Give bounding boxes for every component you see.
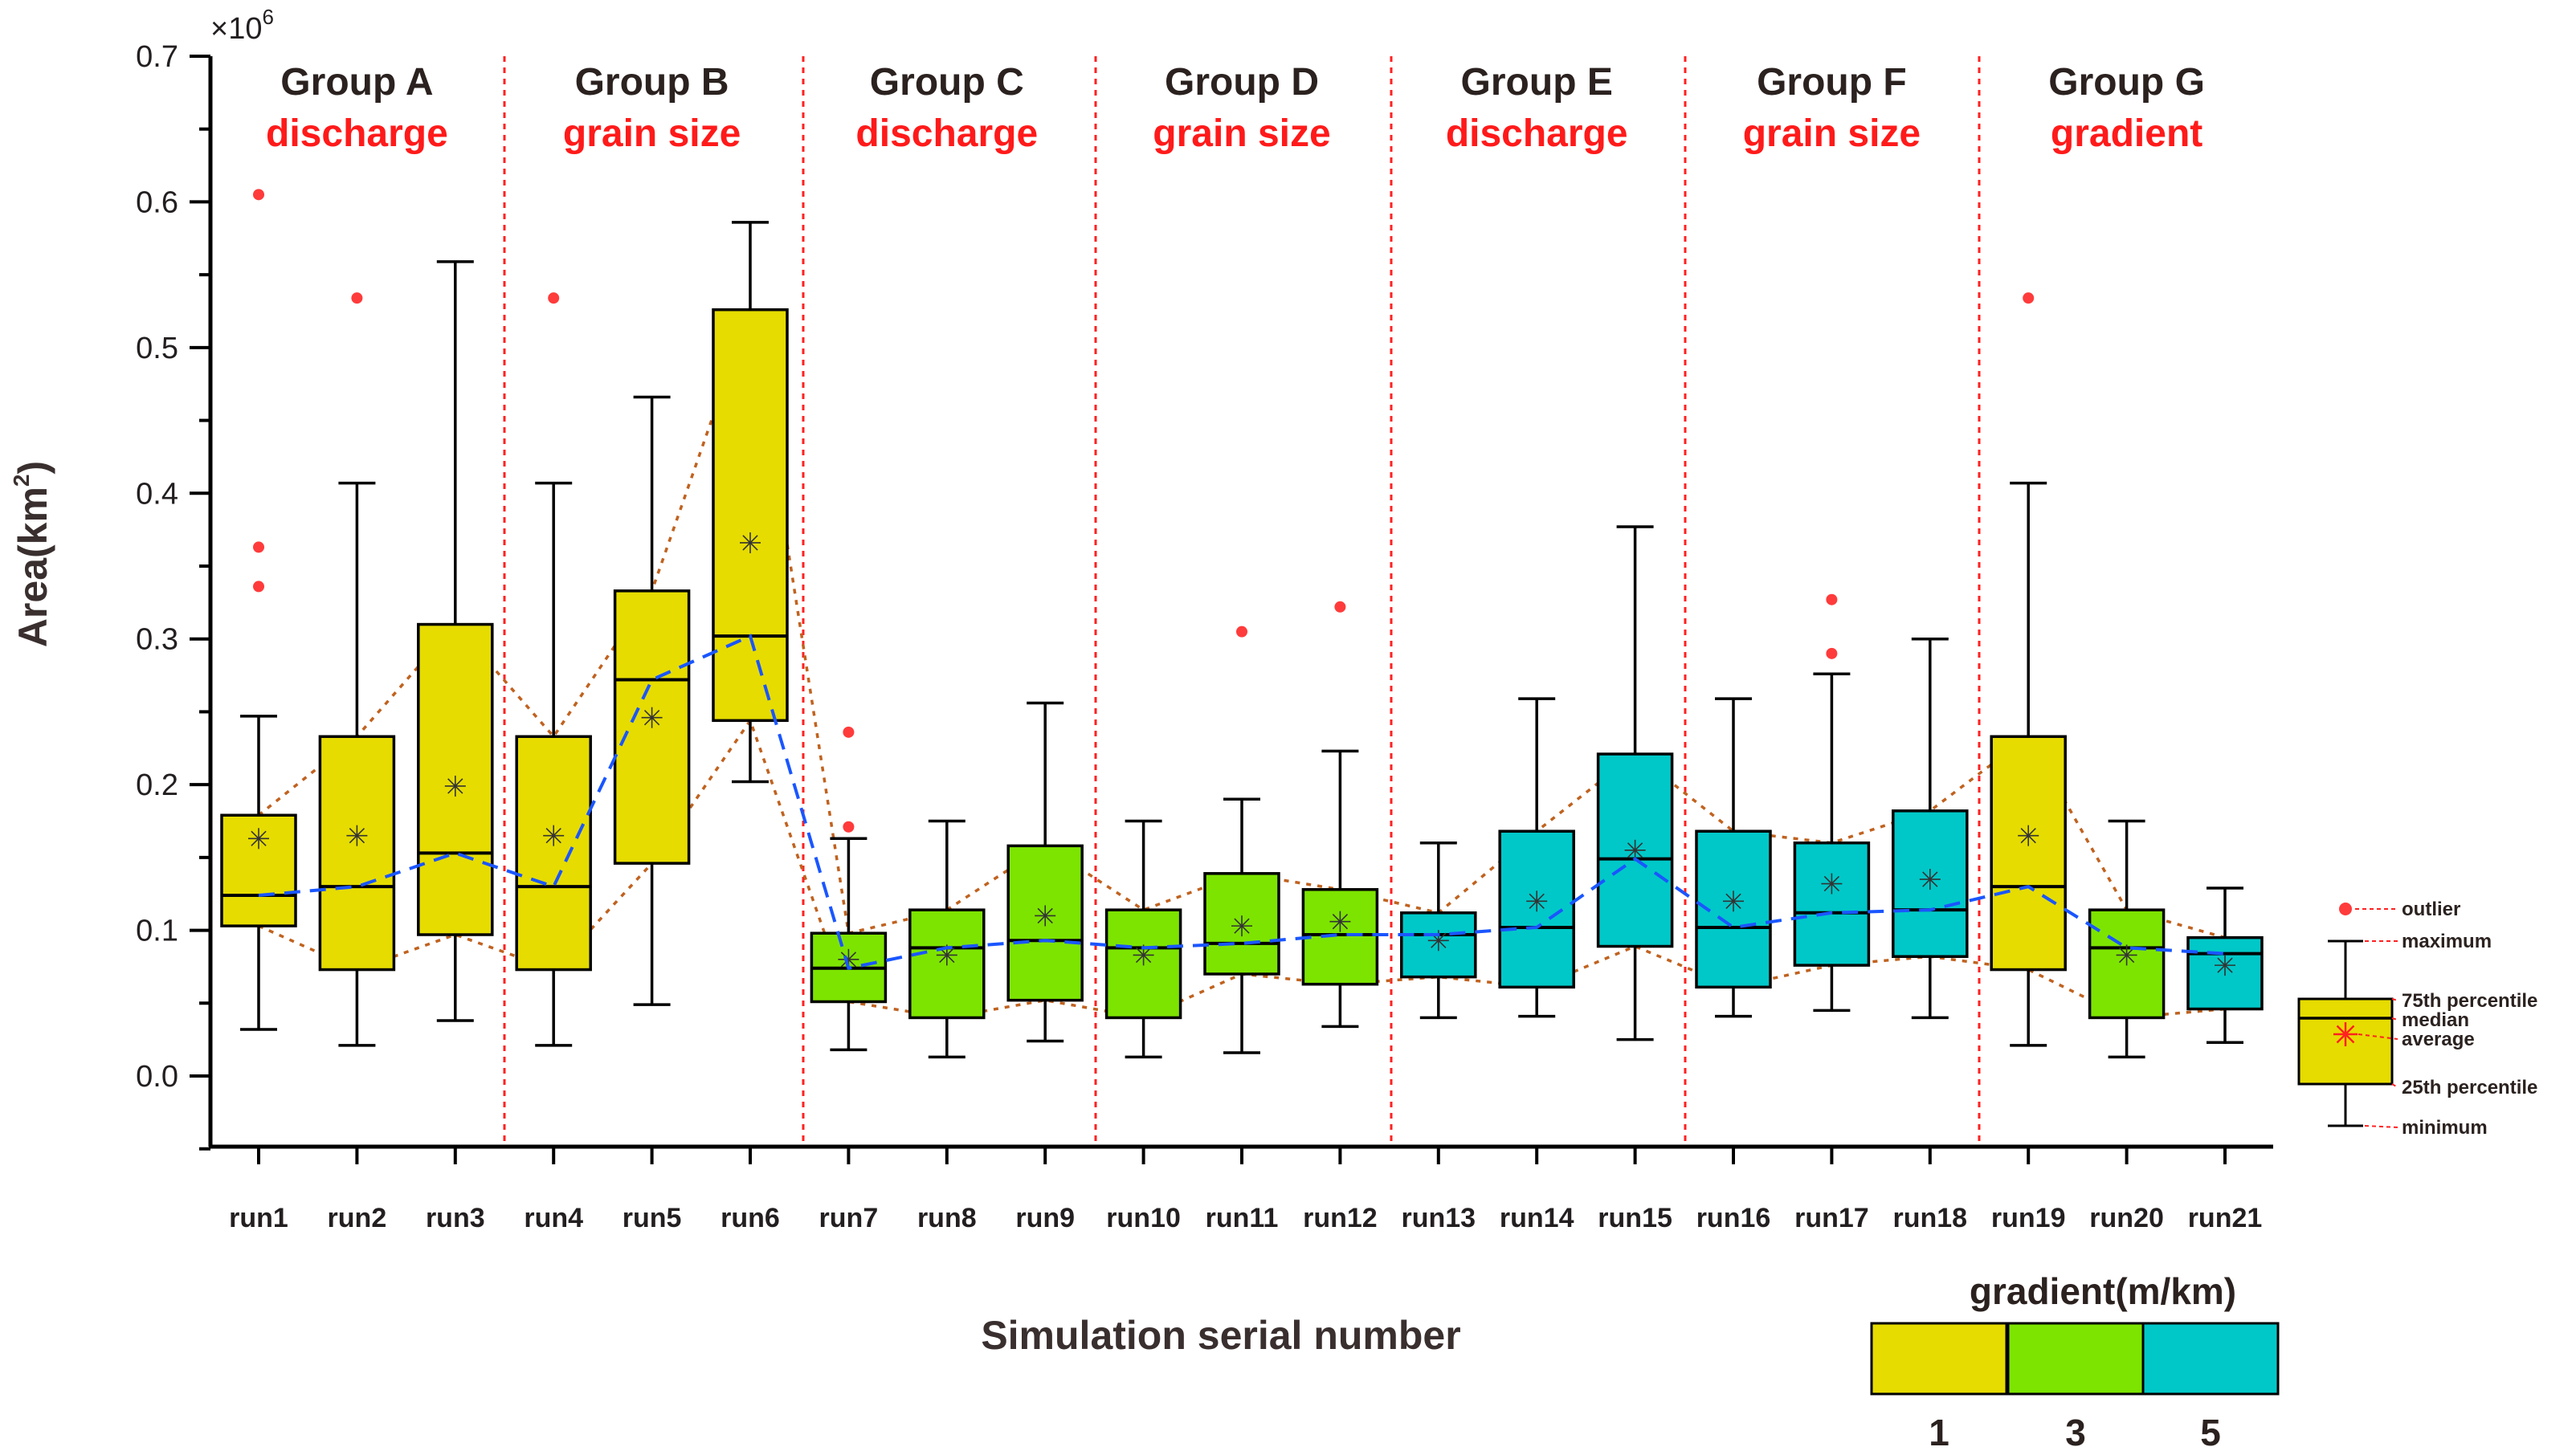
group-variable-label: grain size bbox=[1153, 112, 1330, 155]
y-tick-label: 0.2 bbox=[136, 768, 178, 802]
legend-label-outlier: outlier bbox=[2402, 899, 2460, 920]
box-run12 bbox=[1303, 890, 1377, 984]
group-variable-label: grain size bbox=[1743, 112, 1921, 155]
gradient-value-label: 3 bbox=[2065, 1412, 2086, 1453]
y-tick-label: 0.7 bbox=[136, 40, 178, 74]
x-tick-label: run15 bbox=[1598, 1203, 1672, 1233]
gradient-value-label: 1 bbox=[1929, 1412, 1949, 1453]
x-axis-title: Simulation serial number bbox=[981, 1313, 1460, 1358]
mean-marker bbox=[740, 532, 761, 553]
mean-marker bbox=[248, 828, 269, 849]
outlier-point bbox=[351, 292, 362, 304]
y-tick-label: 0.1 bbox=[136, 915, 178, 948]
y-tick-label: 0.0 bbox=[136, 1060, 178, 1094]
mean-marker bbox=[1723, 891, 1744, 911]
y-tick-label: 0.5 bbox=[136, 332, 178, 365]
x-tick-label: run2 bbox=[328, 1203, 387, 1233]
x-tick-label: run16 bbox=[1696, 1203, 1771, 1233]
group-title: Group C bbox=[870, 61, 1024, 104]
legend-leader-line bbox=[2392, 1084, 2398, 1087]
outlier-point bbox=[843, 727, 854, 738]
y-tick-label: 0.3 bbox=[136, 623, 178, 657]
x-tick-label: run18 bbox=[1893, 1203, 1968, 1233]
box-legend bbox=[2299, 903, 2398, 1127]
mean-marker bbox=[642, 707, 663, 728]
x-tick-label: run14 bbox=[1500, 1203, 1574, 1233]
group-variable-label: discharge bbox=[266, 112, 448, 155]
mean-marker bbox=[1231, 915, 1252, 936]
outlier-point bbox=[253, 189, 264, 200]
x-tick-label: run9 bbox=[1015, 1203, 1075, 1233]
outlier-point bbox=[1826, 594, 1837, 605]
x-tick-label: run13 bbox=[1402, 1203, 1476, 1233]
outlier-point bbox=[1334, 601, 1345, 613]
x-tick-label: run4 bbox=[524, 1203, 583, 1233]
outlier-point bbox=[843, 821, 854, 833]
legend-label-average: average bbox=[2402, 1029, 2475, 1050]
legend-label-75th-percentile: 75th percentile bbox=[2402, 990, 2537, 1012]
legend-label-maximum: maximum bbox=[2402, 931, 2492, 952]
legend-outlier-point bbox=[2339, 903, 2352, 915]
mean-marker bbox=[543, 825, 564, 846]
mean-marker bbox=[1526, 891, 1547, 911]
x-tick-label: run10 bbox=[1106, 1203, 1181, 1233]
x-tick-label: run12 bbox=[1303, 1203, 1378, 1233]
outlier-point bbox=[1826, 648, 1837, 659]
y-tick-label: 0.6 bbox=[136, 185, 178, 219]
group-variable-label: discharge bbox=[855, 112, 1038, 155]
gradient-value-label: 5 bbox=[2200, 1412, 2221, 1453]
box-run4 bbox=[516, 736, 590, 969]
mean-marker bbox=[2215, 955, 2235, 976]
mean-marker bbox=[1035, 905, 1055, 926]
box-run2 bbox=[320, 736, 394, 969]
mean-marker bbox=[346, 825, 367, 846]
x-tick-label: run6 bbox=[721, 1203, 780, 1233]
x-tick-label: run8 bbox=[917, 1203, 977, 1233]
gradient-swatch-5 bbox=[2143, 1323, 2278, 1394]
x-tick-label: run5 bbox=[623, 1203, 682, 1233]
legend-leader-line bbox=[2365, 1126, 2398, 1127]
x-tick-label: run17 bbox=[1794, 1203, 1869, 1233]
gradient-legend-title: gradient(m/km) bbox=[1970, 1270, 2236, 1312]
box-plot-chart: Area(km2) ×106 Simulation serial number … bbox=[0, 0, 2576, 1455]
group-title: Group A bbox=[280, 61, 433, 104]
mean-marker bbox=[445, 776, 466, 797]
y-tick-label: 0.4 bbox=[136, 477, 178, 511]
group-variable-label: gradient bbox=[2051, 112, 2202, 155]
y-axis-title: Area(km2) bbox=[9, 461, 55, 647]
x-tick-label: run11 bbox=[1206, 1203, 1279, 1233]
x-tick-label: run7 bbox=[819, 1203, 879, 1233]
group-title: Group G bbox=[2048, 61, 2205, 104]
x-tick-label: run20 bbox=[2089, 1203, 2164, 1233]
mean-marker bbox=[1329, 911, 1350, 932]
legend-label-median: median bbox=[2402, 1009, 2469, 1031]
x-tick-label: run3 bbox=[426, 1203, 485, 1233]
legend-label-25th-percentile: 25th percentile bbox=[2402, 1077, 2537, 1098]
group-variable-label: grain size bbox=[563, 112, 741, 155]
group-title: Group E bbox=[1461, 61, 1613, 104]
box-run6 bbox=[713, 310, 787, 721]
outlier-point bbox=[253, 541, 264, 552]
y-axis-multiplier: ×106 bbox=[210, 5, 274, 46]
box-run17 bbox=[1794, 843, 1868, 965]
outlier-point bbox=[548, 292, 559, 304]
outlier-point bbox=[2023, 292, 2034, 304]
group-variable-label: discharge bbox=[1446, 112, 1628, 155]
outlier-point bbox=[253, 581, 264, 592]
x-tick-label: run19 bbox=[1991, 1203, 2066, 1233]
group-title: Group F bbox=[1757, 61, 1907, 104]
gradient-swatch-1 bbox=[1872, 1323, 2007, 1394]
group-title: Group D bbox=[1165, 61, 1319, 104]
box-run19 bbox=[1991, 736, 2065, 969]
legend-label-minimum: minimum bbox=[2402, 1117, 2488, 1139]
x-tick-label: run1 bbox=[229, 1203, 288, 1233]
x-tick-label: run21 bbox=[2188, 1203, 2263, 1233]
group-title: Group B bbox=[575, 61, 729, 104]
outlier-point bbox=[1236, 626, 1247, 638]
gradient-swatch-3 bbox=[2008, 1323, 2143, 1394]
